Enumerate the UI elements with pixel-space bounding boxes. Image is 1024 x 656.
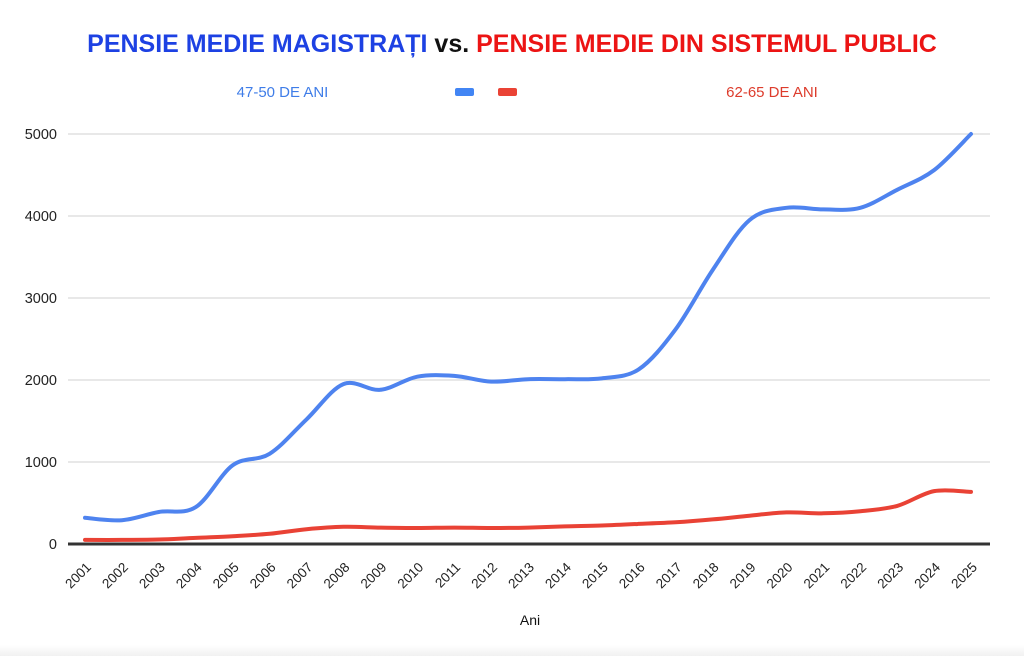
- x-tick-label: 2013: [505, 560, 537, 592]
- x-tick-label: 2010: [395, 560, 427, 592]
- x-tick-label: 2019: [727, 560, 759, 592]
- x-tick-label: 2024: [911, 559, 943, 591]
- legend-blue-dash-icon: [455, 88, 474, 96]
- x-tick-label: 2009: [358, 560, 390, 592]
- y-tick-label: 3000: [25, 291, 57, 307]
- chart-title-public: PENSIE MEDIE DIN SISTEMUL PUBLIC: [476, 30, 937, 58]
- x-tick-label: 2017: [653, 560, 685, 592]
- y-tick-label: 5000: [25, 127, 57, 143]
- window-bottom-edge: [0, 645, 1024, 656]
- x-tick-label: 2008: [321, 560, 353, 592]
- x-tick-label: 2007: [284, 560, 316, 592]
- series-line-sistemul-public: [83, 488, 973, 542]
- x-tick-label: 2002: [99, 560, 131, 592]
- legend-label-62-65: 62-65 DE ANI: [726, 84, 818, 101]
- x-tick-label: 2022: [838, 560, 870, 592]
- y-tick-label: 2000: [25, 373, 57, 389]
- x-tick-label: 2020: [764, 560, 796, 592]
- x-tick-label: 2018: [690, 560, 722, 592]
- chart-legend: 47-50 DE ANI 62-65 DE ANI: [0, 83, 1024, 103]
- x-tick-label: 2001: [62, 560, 94, 592]
- y-tick-label: 0: [49, 537, 57, 553]
- x-tick-label: 2011: [432, 560, 463, 591]
- chart-title: PENSIE MEDIE MAGISTRAȚI vs. PENSIE MEDIE…: [0, 30, 1024, 59]
- legend-label-47-50: 47-50 DE ANI: [236, 84, 329, 101]
- x-tick-label: 2004: [173, 559, 205, 591]
- x-tick-label: 2003: [136, 560, 168, 592]
- legend-red-dash-icon: [498, 88, 517, 96]
- x-tick-label: 2005: [210, 560, 242, 592]
- x-axis-title: Ani: [520, 612, 540, 628]
- y-tick-label: 1000: [25, 455, 57, 471]
- x-tick-label: 2012: [468, 560, 500, 592]
- x-tick-label: 2014: [542, 559, 574, 591]
- x-tick-label: 2023: [874, 560, 906, 592]
- x-tick-label: 2006: [247, 560, 279, 592]
- chart-title-vs: vs.: [427, 30, 477, 58]
- chart-title-magistrati: PENSIE MEDIE MAGISTRAȚI: [87, 30, 428, 58]
- legend-markers: [455, 88, 517, 96]
- series-line-magistrati: [83, 132, 973, 523]
- x-tick-label: 2021: [801, 560, 833, 592]
- x-tick-label: 2025: [948, 560, 980, 592]
- y-tick-label: 4000: [25, 209, 57, 225]
- x-tick-label: 2016: [616, 560, 648, 592]
- x-tick-label: 2015: [579, 560, 611, 592]
